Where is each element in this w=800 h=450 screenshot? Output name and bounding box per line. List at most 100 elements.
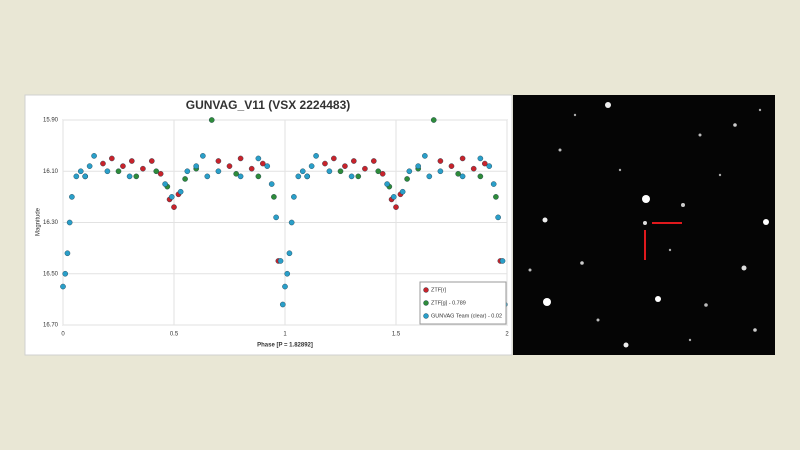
x-tick-label: 1: [283, 332, 287, 338]
y-axis-label: Magnitude: [36, 207, 42, 236]
data-point: [481, 160, 488, 167]
star: [528, 268, 532, 272]
star: [573, 113, 577, 117]
x-tick-label: 2: [505, 332, 509, 338]
data-point: [140, 165, 146, 172]
star: [605, 102, 611, 108]
data-point: [384, 181, 390, 187]
data-point: [226, 163, 233, 169]
data-point: [255, 173, 262, 180]
data-point: [162, 181, 168, 187]
legend-marker: [423, 313, 429, 319]
star: [543, 298, 551, 306]
data-point: [91, 153, 97, 159]
data-point: [304, 173, 311, 180]
data-point: [82, 173, 88, 180]
data-point: [448, 163, 455, 169]
data-point: [129, 158, 135, 164]
data-point: [375, 168, 382, 175]
data-point: [73, 173, 80, 180]
data-point: [200, 153, 206, 159]
star: [643, 221, 647, 225]
data-point: [362, 165, 368, 172]
data-point: [66, 219, 73, 226]
data-point: [120, 163, 126, 169]
data-point: [390, 194, 397, 200]
star: [733, 123, 737, 127]
star: [758, 108, 762, 112]
data-point: [342, 163, 348, 169]
data-point: [422, 153, 428, 159]
data-point: [64, 250, 71, 257]
data-point: [153, 168, 160, 175]
data-point: [255, 155, 262, 162]
data-point: [348, 173, 355, 180]
star: [753, 328, 757, 332]
star: [642, 195, 650, 203]
star: [596, 318, 600, 322]
data-point: [404, 176, 410, 182]
data-point: [370, 158, 377, 164]
data-point: [182, 176, 188, 182]
data-point: [277, 258, 284, 264]
data-point: [379, 171, 386, 177]
data-point: [331, 155, 337, 162]
data-point: [459, 173, 466, 180]
data-point: [426, 173, 433, 180]
star: [718, 173, 722, 177]
data-point: [204, 173, 211, 180]
data-point: [60, 283, 66, 290]
data-point: [215, 158, 222, 164]
data-point: [493, 194, 499, 200]
star: [623, 342, 629, 348]
data-point: [322, 160, 328, 167]
data-point: [86, 163, 93, 169]
y-tick-label: 15.90: [43, 118, 59, 124]
sky-image: [513, 95, 775, 355]
data-point: [299, 168, 306, 175]
data-point: [308, 163, 315, 169]
star: [681, 203, 685, 207]
data-point: [115, 168, 122, 175]
data-point: [495, 214, 501, 221]
data-point: [100, 160, 106, 167]
legend-label: ZTF[g] - 0.789: [431, 300, 466, 306]
data-point: [499, 258, 506, 264]
data-point: [248, 165, 255, 172]
x-tick-label: 0.5: [170, 332, 179, 338]
data-point: [437, 168, 444, 175]
y-tick-label: 16.10: [43, 169, 59, 175]
data-point: [109, 155, 115, 162]
data-point: [415, 163, 422, 169]
data-point: [393, 204, 399, 210]
legend-box: [419, 281, 507, 325]
legend-label: GUNVAG Team (clear) - 0.02: [431, 313, 502, 319]
star: [704, 303, 708, 307]
data-point: [126, 173, 133, 180]
data-point: [284, 270, 291, 277]
data-point: [208, 117, 215, 123]
x-axis-label: Phase [P = 1.82892]: [257, 343, 313, 349]
y-tick-label: 16.70: [43, 323, 59, 329]
data-point: [148, 158, 155, 164]
data-point: [437, 158, 444, 164]
plot-area: 16.70 16.50 16.30 16.10 15.90 0 0.5 1 1.5 2 ZTF[r]…: [43, 117, 509, 338]
legend-marker: [423, 287, 429, 293]
data-point: [326, 168, 333, 175]
data-point: [355, 173, 362, 180]
data-point: [486, 163, 493, 169]
star: [688, 338, 692, 342]
data-point: [104, 168, 111, 175]
star: [668, 248, 672, 252]
data-point: [168, 194, 175, 200]
data-point: [399, 188, 406, 195]
legend-marker: [423, 300, 429, 306]
x-tick-label: 0: [61, 332, 65, 338]
data-point: [337, 168, 344, 175]
chart-title: GUNVAG_V11 (VSX 2224483): [186, 98, 351, 112]
data-point: [459, 155, 466, 162]
data-point: [184, 168, 191, 175]
y-tick-label: 16.50: [43, 271, 59, 277]
